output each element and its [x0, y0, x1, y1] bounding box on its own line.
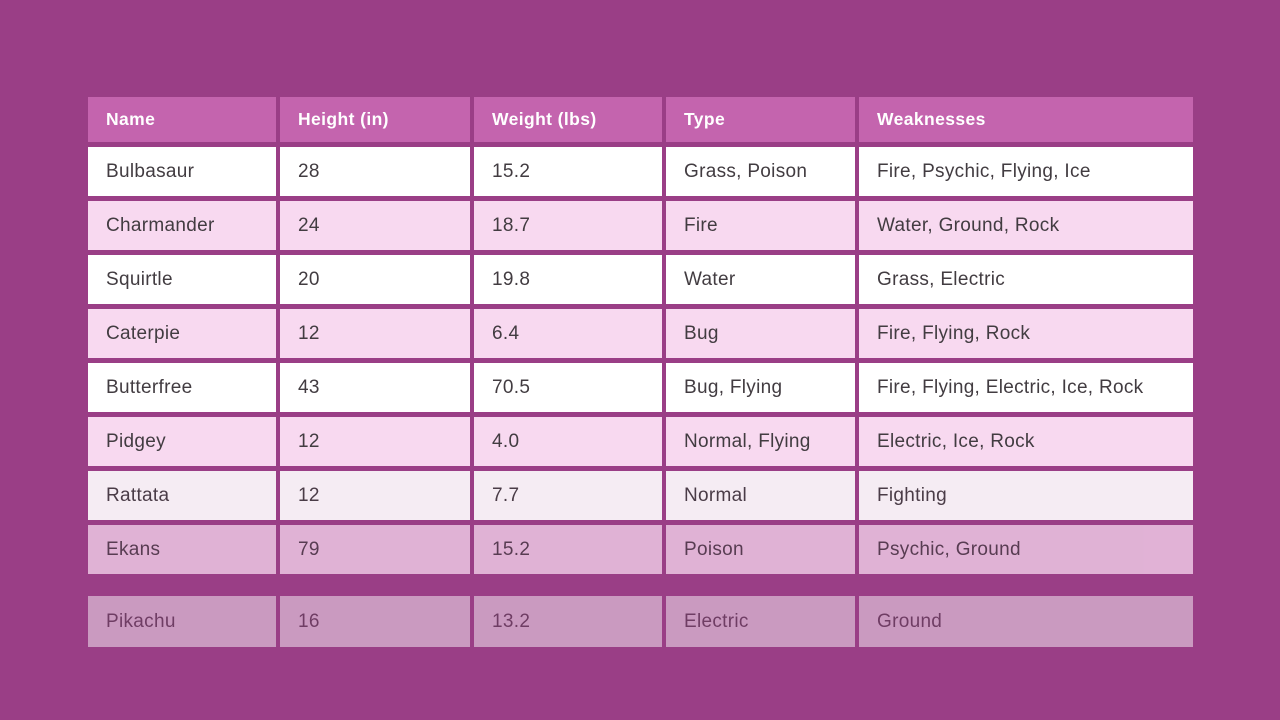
column-header-height_in: Height (in) [280, 97, 470, 142]
cell-height_in: 28 [280, 147, 470, 196]
cell-weaknesses: Water, Ground, Rock [859, 201, 1193, 250]
cell-type: Electric [666, 596, 855, 647]
cell-weaknesses: Electric, Ice, Rock [859, 417, 1193, 466]
cell-height_in: 79 [280, 525, 470, 574]
cell-type: Grass, Poison [666, 147, 855, 196]
cell-height_in: 16 [280, 596, 470, 647]
table-row: Squirtle 20 19.8 Water Grass, Electric [88, 255, 1193, 304]
cell-weaknesses: Grass, Electric [859, 255, 1193, 304]
cell-name: Pikachu [88, 596, 276, 647]
cell-type: Poison [666, 525, 855, 574]
cell-name: Pidgey [88, 417, 276, 466]
cell-name: Squirtle [88, 255, 276, 304]
cell-weight_lbs: 18.7 [474, 201, 662, 250]
cell-weaknesses: Fire, Psychic, Flying, Ice [859, 147, 1193, 196]
table-row: Charmander 24 18.7 Fire Water, Ground, Rock [88, 201, 1193, 250]
column-header-type: Type [666, 97, 855, 142]
cell-type: Normal [666, 471, 855, 520]
cell-weight_lbs: 15.2 [474, 525, 662, 574]
column-header-weaknesses: Weaknesses [859, 97, 1193, 142]
cell-name: Caterpie [88, 309, 276, 358]
column-header-name: Name [88, 97, 276, 142]
cell-height_in: 12 [280, 471, 470, 520]
cell-type: Normal, Flying [666, 417, 855, 466]
table-body: Bulbasaur 28 15.2 Grass, Poison Fire, Psychi… [88, 147, 1193, 647]
cell-type: Fire [666, 201, 855, 250]
cell-weaknesses: Psychic, Ground [859, 525, 1193, 574]
cell-weight_lbs: 19.8 [474, 255, 662, 304]
cell-name: Charmander [88, 201, 276, 250]
cell-type: Bug, Flying [666, 363, 855, 412]
cell-height_in: 43 [280, 363, 470, 412]
table-row: Caterpie 12 6.4 Bug Fire, Flying, Rock [88, 309, 1193, 358]
cell-height_in: 20 [280, 255, 470, 304]
cell-name: Ekans [88, 525, 276, 574]
cell-weight_lbs: 4.0 [474, 417, 662, 466]
cell-type: Bug [666, 309, 855, 358]
cell-weight_lbs: 15.2 [474, 147, 662, 196]
cell-weaknesses: Ground [859, 596, 1193, 647]
table-row: Bulbasaur 28 15.2 Grass, Poison Fire, Psychi… [88, 147, 1193, 196]
cell-weight_lbs: 7.7 [474, 471, 662, 520]
column-header-weight_lbs: Weight (lbs) [474, 97, 662, 142]
table-row: Pikachu 16 13.2 Electric Ground [88, 596, 1193, 647]
cell-name: Rattata [88, 471, 276, 520]
cell-weaknesses: Fire, Flying, Rock [859, 309, 1193, 358]
cell-weight_lbs: 6.4 [474, 309, 662, 358]
cell-name: Butterfree [88, 363, 276, 412]
pokemon-table: Name Height (in) Weight (lbs) Type Weaknesse… [88, 97, 1193, 652]
cell-weaknesses: Fire, Flying, Electric, Ice, Rock [859, 363, 1193, 412]
cell-height_in: 12 [280, 309, 470, 358]
cell-weaknesses: Fighting [859, 471, 1193, 520]
cell-weight_lbs: 70.5 [474, 363, 662, 412]
cell-height_in: 12 [280, 417, 470, 466]
cell-type: Water [666, 255, 855, 304]
cell-height_in: 24 [280, 201, 470, 250]
table-row: Rattata 12 7.7 Normal Fighting [88, 471, 1193, 520]
cell-name: Bulbasaur [88, 147, 276, 196]
table-row: Butterfree 43 70.5 Bug, Flying Fire, Flying,… [88, 363, 1193, 412]
table-header-row: Name Height (in) Weight (lbs) Type Weaknesse… [88, 97, 1193, 142]
table-row: Pidgey 12 4.0 Normal, Flying Electric, Ice, … [88, 417, 1193, 466]
cell-weight_lbs: 13.2 [474, 596, 662, 647]
table-row: Ekans 79 15.2 Poison Psychic, Ground [88, 525, 1193, 574]
